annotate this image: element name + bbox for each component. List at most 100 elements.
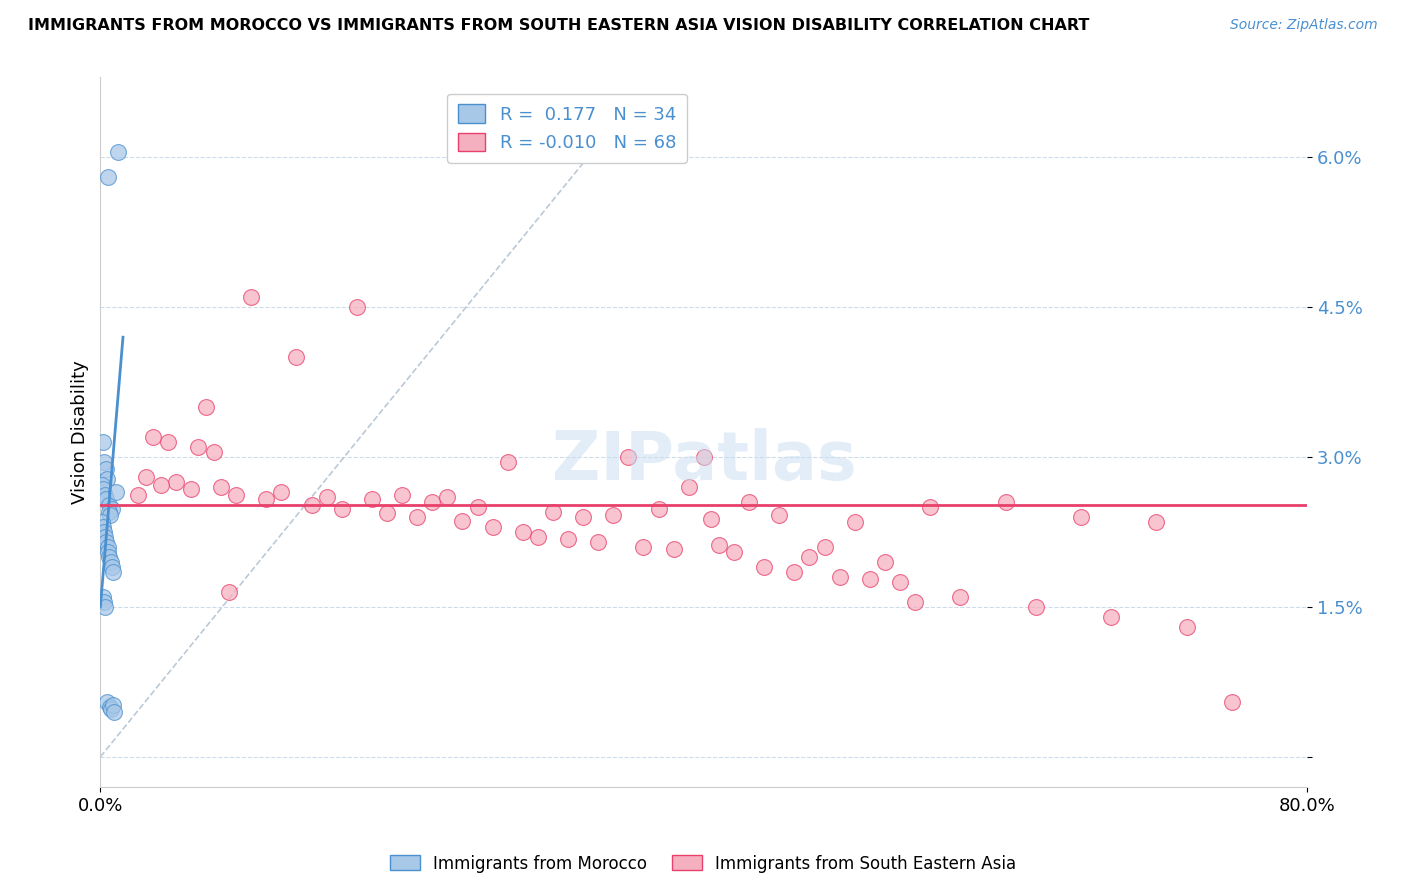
Point: [101, 565, 124, 579]
Point: [96, 472, 118, 486]
Point: [93, 530, 115, 544]
Point: [91, 515, 114, 529]
Point: [270, 485, 292, 500]
Text: Source: ZipAtlas.com: Source: ZipAtlas.com: [1230, 18, 1378, 32]
Point: [994, 495, 1017, 509]
Point: [98, 508, 121, 522]
Point: [218, 585, 240, 599]
Point: [105, 485, 128, 500]
Point: [527, 530, 550, 544]
Point: [135, 470, 157, 484]
Point: [738, 495, 761, 509]
Point: [1070, 510, 1092, 524]
Point: [949, 590, 972, 604]
Point: [96, 695, 118, 709]
Point: [1220, 695, 1243, 709]
Point: [1099, 610, 1122, 624]
Point: [406, 510, 429, 524]
Text: ZIPatlas: ZIPatlas: [551, 427, 856, 493]
Point: [98, 498, 121, 512]
Point: [799, 549, 821, 564]
Point: [904, 595, 927, 609]
Point: [859, 572, 882, 586]
Point: [97, 545, 120, 559]
Point: [93, 455, 115, 469]
Point: [707, 538, 730, 552]
Point: [678, 480, 700, 494]
Point: [844, 515, 866, 529]
Point: [723, 545, 745, 559]
Point: [754, 560, 776, 574]
Point: [481, 520, 503, 534]
Point: [436, 490, 458, 504]
Point: [240, 290, 263, 304]
Point: [91, 590, 114, 604]
Point: [91, 435, 114, 450]
Point: [209, 480, 232, 494]
Point: [451, 514, 474, 528]
Point: [180, 482, 202, 496]
Y-axis label: Vision Disability: Vision Disability: [72, 360, 89, 504]
Point: [100, 560, 122, 574]
Point: [512, 524, 534, 539]
Point: [96, 492, 118, 507]
Point: [375, 506, 398, 520]
Point: [391, 488, 413, 502]
Point: [100, 555, 122, 569]
Text: IMMIGRANTS FROM MOROCCO VS IMMIGRANTS FROM SOUTH EASTERN ASIA VISION DISABILITY : IMMIGRANTS FROM MOROCCO VS IMMIGRANTS FR…: [28, 18, 1090, 33]
Point: [813, 540, 835, 554]
Point: [101, 502, 124, 516]
Point: [889, 574, 911, 589]
Point: [100, 702, 122, 716]
Point: [225, 488, 247, 502]
Point: [873, 555, 896, 569]
Point: [315, 490, 337, 504]
Point: [157, 435, 180, 450]
Point: [165, 475, 187, 489]
Point: [107, 145, 129, 160]
Point: [101, 698, 124, 712]
Point: [768, 508, 790, 522]
Point: [330, 502, 353, 516]
Point: [93, 524, 115, 539]
Point: [346, 300, 368, 314]
Point: [467, 500, 489, 514]
Point: [617, 450, 640, 464]
Point: [149, 478, 172, 492]
Point: [285, 350, 308, 364]
Point: [783, 565, 806, 579]
Point: [94, 599, 117, 614]
Point: [920, 500, 942, 514]
Point: [93, 482, 115, 496]
Point: [142, 430, 165, 444]
Point: [662, 542, 685, 557]
Point: [97, 540, 120, 554]
Point: [633, 540, 655, 554]
Point: [1144, 515, 1167, 529]
Point: [541, 505, 564, 519]
Point: [1175, 620, 1198, 634]
Point: [98, 549, 121, 564]
Point: [1025, 599, 1047, 614]
Point: [647, 502, 669, 516]
Point: [97, 170, 120, 185]
Point: [98, 699, 121, 714]
Point: [202, 445, 225, 459]
Point: [194, 400, 217, 414]
Point: [602, 508, 624, 522]
Point: [94, 462, 117, 476]
Point: [361, 492, 384, 507]
Point: [301, 498, 323, 512]
Point: [693, 450, 716, 464]
Point: [187, 440, 209, 454]
Point: [93, 595, 115, 609]
Point: [103, 705, 125, 719]
Point: [91, 520, 114, 534]
Legend: Immigrants from Morocco, Immigrants from South Eastern Asia: Immigrants from Morocco, Immigrants from…: [382, 848, 1024, 880]
Point: [420, 495, 443, 509]
Point: [254, 492, 277, 507]
Point: [94, 488, 117, 502]
Point: [97, 505, 120, 519]
Legend: R =  0.177   N = 34, R = -0.010   N = 68: R = 0.177 N = 34, R = -0.010 N = 68: [447, 94, 688, 163]
Point: [94, 535, 117, 549]
